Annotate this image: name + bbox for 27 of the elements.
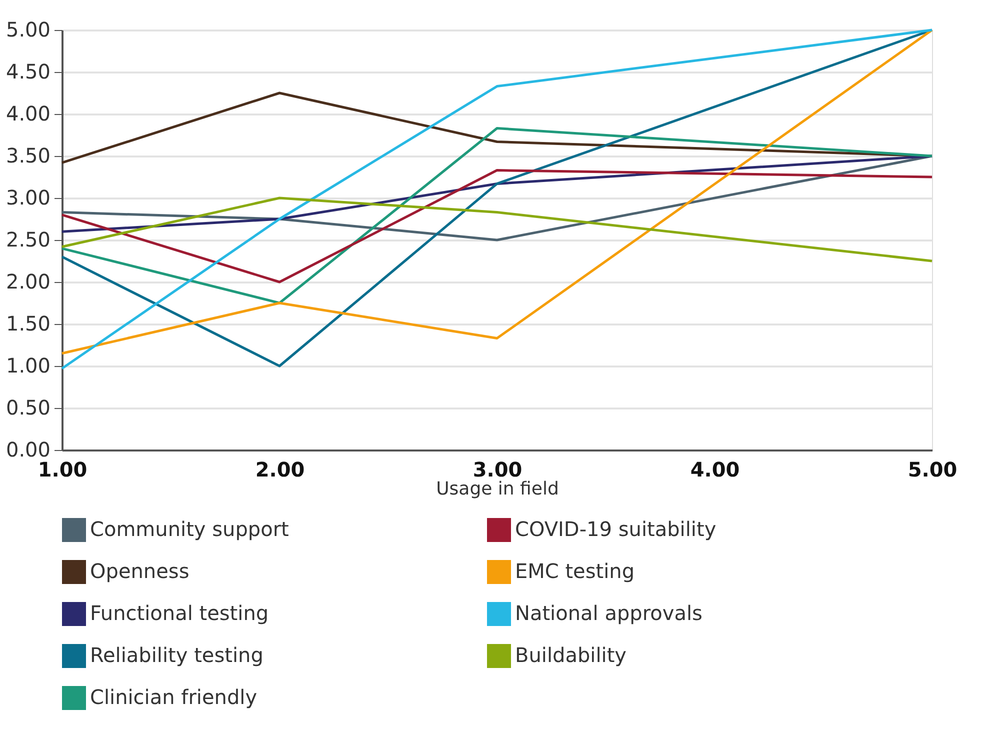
legend-label: Reliability testing xyxy=(90,643,264,667)
legend-label: Clinician friendly xyxy=(90,685,258,709)
y-tick-label: 1.00 xyxy=(6,354,50,378)
legend-label: EMC testing xyxy=(515,559,635,583)
x-tick-label: 3.00 xyxy=(472,458,522,482)
y-tick-label: 2.00 xyxy=(6,270,50,294)
legend-label: National approvals xyxy=(515,601,702,625)
line-series xyxy=(60,196,934,262)
y-tick-label: 2.50 xyxy=(6,228,50,252)
y-tick-label: 0.50 xyxy=(6,396,50,420)
legend-label: Community support xyxy=(90,517,290,541)
legend-label: COVID-19 suitability xyxy=(515,517,716,541)
y-tick-label: 4.00 xyxy=(6,102,50,126)
x-axis-title: Usage in field xyxy=(436,478,559,500)
legend-label: Functional testing xyxy=(90,601,269,625)
y-tick-label: 3.50 xyxy=(6,144,50,168)
y-tick-label: 4.50 xyxy=(6,60,50,84)
line-series xyxy=(60,127,934,304)
y-tick-label: 1.50 xyxy=(6,312,50,336)
x-tick-label: 5.00 xyxy=(908,458,958,482)
x-tick-label: 2.00 xyxy=(255,458,305,482)
y-tick-label: 5.00 xyxy=(6,18,50,42)
legend-label: Buildability xyxy=(515,643,627,667)
x-tick-label: 4.00 xyxy=(690,458,740,482)
line-series xyxy=(60,169,934,284)
y-tick-label: 3.00 xyxy=(6,186,50,210)
legend-label: Openness xyxy=(90,559,190,583)
